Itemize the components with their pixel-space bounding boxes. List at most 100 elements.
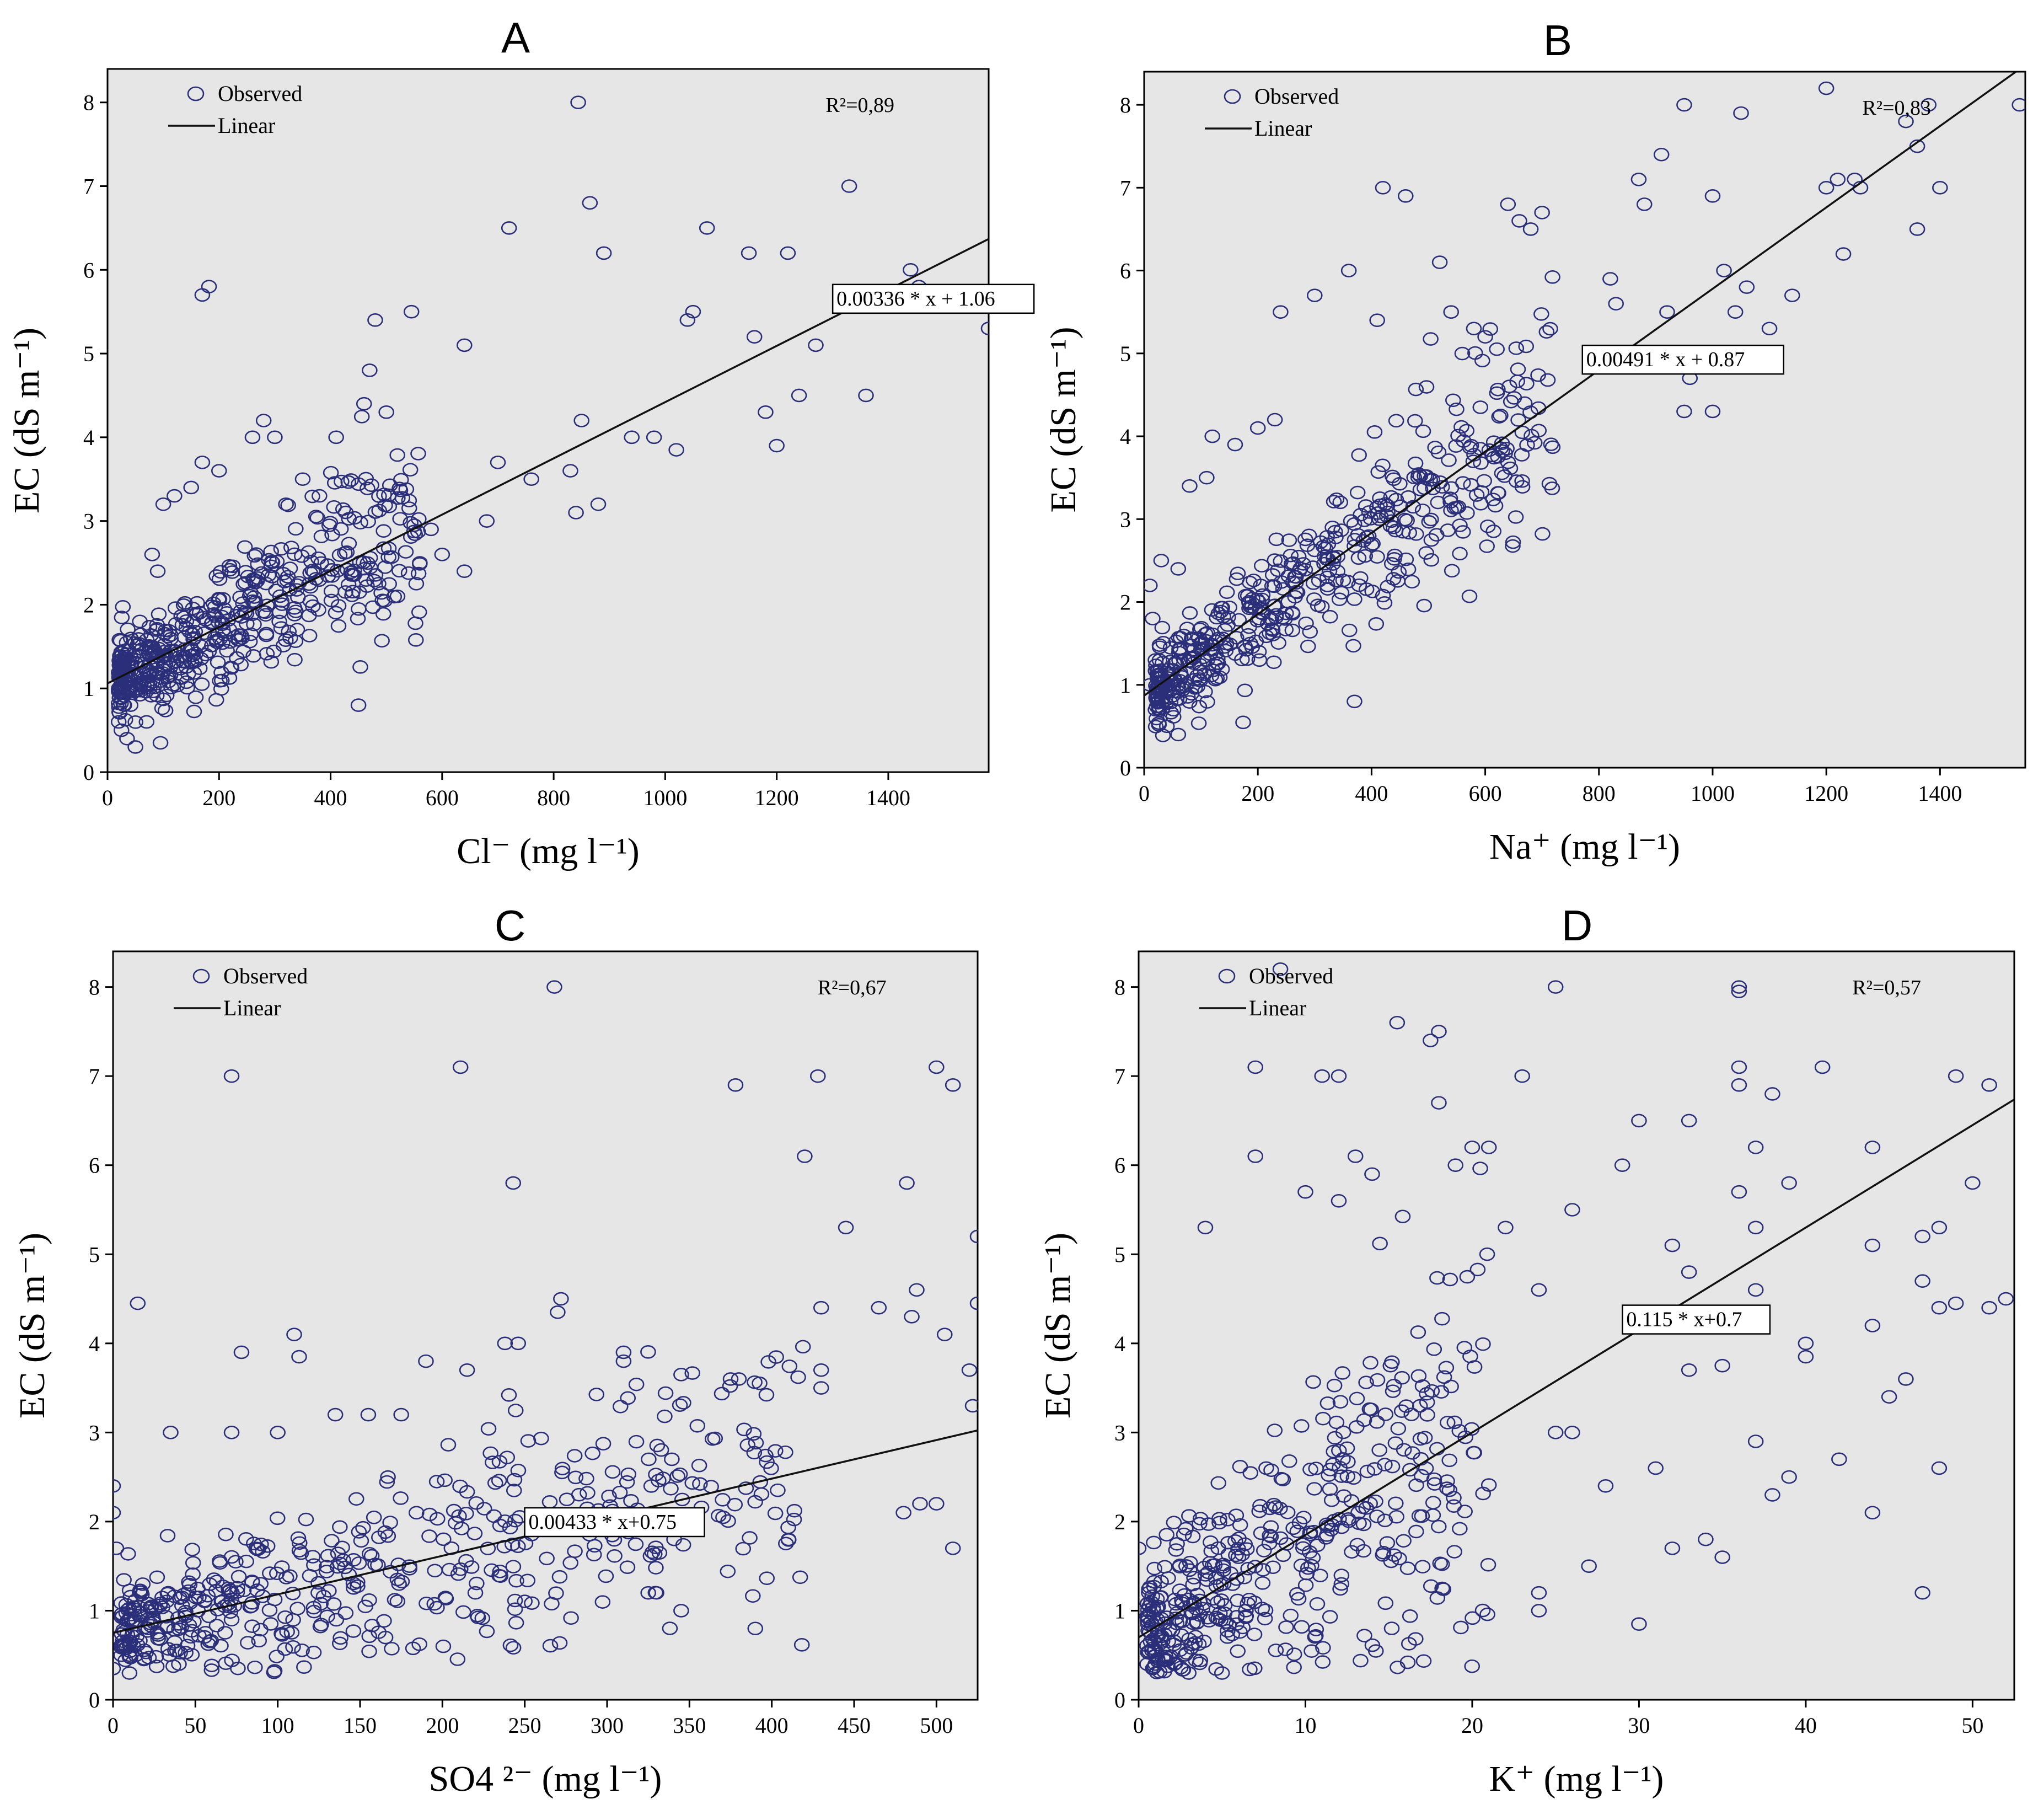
observed-point xyxy=(367,313,383,327)
observed-point xyxy=(358,573,374,587)
observed-point xyxy=(328,430,344,445)
observed-point xyxy=(1333,1577,1350,1591)
observed-point xyxy=(172,662,189,676)
observed-point xyxy=(1341,623,1358,638)
observed-point xyxy=(1446,1415,1463,1430)
observed-point xyxy=(234,631,250,645)
observed-point xyxy=(304,1550,321,1564)
observed-point xyxy=(446,1503,462,1518)
plot-area xyxy=(112,950,979,1701)
observed-point xyxy=(961,1363,978,1377)
observed-point xyxy=(437,1473,453,1487)
observed-point xyxy=(1365,537,1381,551)
observed-point xyxy=(267,430,283,445)
observed-point xyxy=(1564,1203,1580,1217)
observed-point xyxy=(337,1560,353,1575)
observed-point xyxy=(657,1409,673,1423)
observed-point xyxy=(1370,465,1387,479)
observed-point xyxy=(1154,620,1171,635)
observed-point xyxy=(212,674,228,688)
observed-point xyxy=(373,586,389,600)
observed-point xyxy=(1240,588,1256,603)
observed-point xyxy=(227,630,243,644)
observed-point xyxy=(491,1455,508,1469)
plot-area xyxy=(1138,950,2015,1701)
observed-point xyxy=(1265,1497,1282,1512)
observed-point xyxy=(1479,1607,1495,1621)
observed-point xyxy=(1747,1434,1764,1448)
panel-letter: C xyxy=(495,901,525,950)
x-tick-label: 0 xyxy=(108,1713,119,1738)
observed-point xyxy=(601,1489,617,1503)
observed-point xyxy=(1482,322,1499,336)
observed-point xyxy=(1333,1469,1350,1483)
observed-point xyxy=(323,465,339,480)
observed-point xyxy=(1386,520,1402,534)
observed-point xyxy=(1502,461,1519,475)
observed-point xyxy=(539,1551,555,1566)
observed-point xyxy=(1326,551,1342,565)
observed-point xyxy=(1426,1472,1442,1486)
y-tick-label: 5 xyxy=(83,341,94,366)
observed-point xyxy=(1263,1529,1279,1544)
observed-point xyxy=(440,1438,457,1452)
observed-point xyxy=(1298,616,1314,630)
observed-point xyxy=(120,622,136,636)
observed-point xyxy=(1309,1597,1326,1611)
observed-point xyxy=(1731,980,1747,994)
observed-point xyxy=(1384,1459,1401,1474)
x-tick-label: 0 xyxy=(102,785,113,810)
observed-point xyxy=(229,1585,245,1599)
legend-observed-label: Observed xyxy=(1249,963,1333,988)
equation-label: 0.115 * x+0.7 xyxy=(1626,1308,1742,1331)
y-tick-label: 6 xyxy=(1114,1153,1125,1178)
observed-point xyxy=(1257,1612,1273,1626)
observed-point xyxy=(1408,1632,1424,1646)
observed-point xyxy=(1412,1432,1429,1446)
observed-point xyxy=(507,1593,523,1608)
observed-point xyxy=(808,338,824,352)
observed-point xyxy=(350,698,367,712)
observed-point xyxy=(150,1628,167,1642)
observed-point xyxy=(1230,1550,1247,1564)
observed-point xyxy=(1425,1508,1441,1522)
observed-point xyxy=(152,736,169,750)
observed-point xyxy=(1193,620,1210,635)
observed-point xyxy=(791,388,807,403)
observed-point xyxy=(1831,1452,1847,1466)
observed-point xyxy=(217,1599,233,1613)
observed-point xyxy=(353,410,370,424)
observed-point xyxy=(623,1494,639,1508)
observed-point xyxy=(167,489,183,503)
observed-point xyxy=(554,1462,571,1476)
observed-point xyxy=(1386,1378,1402,1393)
observed-point xyxy=(1704,404,1721,419)
observed-point xyxy=(598,1569,614,1583)
observed-point xyxy=(1363,512,1379,526)
observed-point xyxy=(1144,579,1158,592)
observed-point xyxy=(304,564,321,577)
observed-point xyxy=(1156,1664,1172,1679)
observed-point xyxy=(1408,382,1424,397)
observed-point xyxy=(244,430,261,445)
observed-point xyxy=(294,472,311,486)
observed-point xyxy=(1254,1576,1271,1590)
legend-observed-marker xyxy=(1218,968,1236,984)
observed-point xyxy=(1230,1644,1246,1658)
observed-point xyxy=(1864,1506,1881,1520)
observed-point xyxy=(1359,1464,1376,1479)
observed-point xyxy=(458,1554,474,1568)
observed-point xyxy=(359,579,375,593)
observed-point xyxy=(264,570,280,584)
observed-point xyxy=(492,1565,508,1578)
observed-point xyxy=(679,313,696,327)
equation-label: 0.00433 * x+0.75 xyxy=(529,1511,677,1534)
observed-point xyxy=(1253,559,1270,573)
observed-point xyxy=(223,1069,240,1083)
observed-point xyxy=(1447,1158,1464,1173)
observed-point xyxy=(449,1652,466,1666)
observed-point xyxy=(1485,524,1502,538)
y-tick-label: 4 xyxy=(1114,1331,1125,1356)
observed-point xyxy=(298,1512,314,1527)
equation-box xyxy=(1581,344,1785,375)
